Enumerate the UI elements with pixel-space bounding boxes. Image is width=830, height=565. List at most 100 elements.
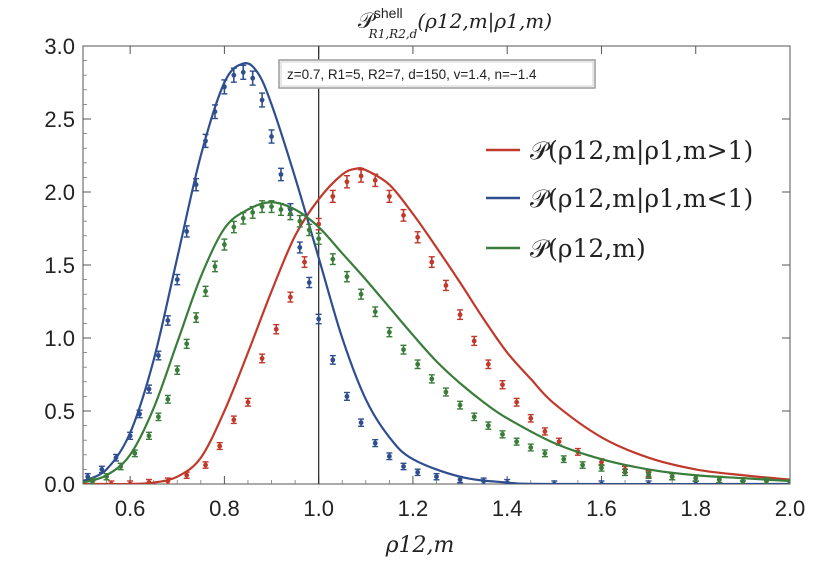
data-marker	[429, 376, 435, 382]
legend-item-0: 𝒫(ρ12,m|ρ1,m>1)	[486, 136, 753, 166]
title-superscript: shell	[374, 5, 403, 21]
series-1-data-point	[84, 472, 91, 481]
series-0-data-point	[499, 380, 506, 390]
data-marker	[401, 212, 406, 218]
series-1-data-point	[480, 477, 487, 484]
series-0-data-point	[108, 480, 115, 484]
data-marker	[528, 415, 534, 421]
series-0-data-point	[164, 477, 171, 484]
data-marker	[358, 420, 364, 426]
series-0	[83, 166, 790, 484]
data-marker	[344, 274, 350, 280]
series-0-data-point	[127, 480, 134, 484]
data-marker	[316, 316, 322, 322]
x-tick-label: 1.6	[586, 496, 617, 521]
y-tick-label: 1.0	[44, 326, 75, 351]
y-tick-label: 2.5	[44, 107, 75, 132]
series-2-data-point	[622, 468, 629, 477]
data-marker	[156, 353, 161, 358]
series-0-data-point	[329, 189, 336, 204]
series-2-data-point	[193, 312, 200, 323]
series-1-fit-curve	[83, 62, 790, 484]
chart-title: 𝒫shell R1,R2,d(ρ12,m|ρ1,m)	[358, 5, 552, 41]
data-marker	[344, 179, 350, 185]
series-2-data-point	[287, 207, 294, 221]
series-2-data-point	[386, 326, 393, 338]
data-marker	[297, 218, 303, 224]
annotation-text: z=0.7, R1=5, R2=7, d=150, v=1.4, n=−1.4	[287, 67, 537, 82]
data-marker	[302, 259, 307, 265]
series-1-data-point	[183, 225, 190, 238]
series-1-data-point	[551, 480, 558, 484]
data-marker	[457, 477, 463, 483]
series-0-data-point	[230, 415, 237, 425]
series-2-data-point	[249, 205, 256, 219]
series-1-data-point	[433, 472, 440, 481]
legend-item-2: 𝒫(ρ12,m)	[486, 234, 646, 263]
data-marker	[386, 453, 392, 459]
series-1-data-point	[221, 79, 228, 95]
data-marker	[740, 478, 746, 484]
data-marker	[443, 283, 449, 288]
data-marker	[386, 329, 392, 335]
data-marker	[146, 433, 152, 439]
series-2-fit-curve	[83, 201, 790, 484]
data-marker	[485, 361, 491, 367]
data-marker	[269, 204, 274, 210]
series-group	[83, 62, 790, 484]
series-1-data-point	[240, 64, 247, 80]
data-marker	[127, 433, 133, 439]
series-1-data-point	[127, 431, 134, 441]
data-marker	[429, 259, 435, 265]
series-0-data-point	[372, 173, 379, 188]
data-marker	[231, 417, 237, 423]
data-marker	[372, 177, 378, 183]
series-2-data-point	[513, 437, 520, 446]
data-marker	[146, 480, 152, 484]
data-marker	[104, 474, 109, 480]
data-marker	[471, 414, 477, 420]
series-1-data-point	[343, 391, 350, 401]
series-1-data-point	[202, 133, 209, 149]
series-1-data-point	[164, 315, 171, 326]
x-tick-label: 0.8	[209, 496, 240, 521]
series-1-data-point	[277, 167, 284, 182]
legend: 𝒫(ρ12,m|ρ1,m>1) 𝒫(ρ12,m|ρ1,m<1) 𝒫(ρ12,m)	[486, 136, 753, 263]
series-1-data-point	[645, 480, 652, 484]
data-marker	[99, 467, 105, 472]
data-marker	[358, 291, 364, 297]
series-0-data-point	[202, 461, 209, 469]
data-marker	[287, 211, 293, 217]
series-2-data-point	[306, 223, 313, 237]
series-1-data-point	[598, 480, 605, 484]
series-2-data-point	[155, 412, 162, 422]
data-marker	[542, 429, 548, 434]
data-marker	[240, 69, 246, 75]
title-subscript: R1,R2,d	[368, 27, 418, 41]
data-marker	[174, 367, 180, 373]
data-marker	[85, 474, 91, 480]
data-marker	[471, 338, 477, 344]
series-2-data-point	[560, 455, 567, 464]
series-1-data-point	[504, 478, 511, 484]
legend-label: 𝒫(ρ12,m|ρ1,m>1)	[530, 136, 753, 166]
data-marker	[90, 478, 95, 484]
series-1-data-point	[457, 475, 464, 484]
data-marker	[287, 294, 293, 300]
data-marker	[330, 193, 336, 199]
data-marker	[504, 480, 510, 484]
data-marker	[514, 399, 520, 405]
series-2-data-point	[372, 306, 379, 318]
series-1-data-point	[112, 453, 119, 462]
series-2	[83, 200, 790, 484]
series-2-data-point	[598, 464, 605, 472]
y-tick-label: 3.0	[44, 34, 75, 59]
data-marker	[669, 474, 675, 480]
legend-item-1: 𝒫(ρ12,m|ρ1,m<1)	[486, 184, 753, 214]
series-1-data-point	[230, 67, 237, 83]
legend-label: 𝒫(ρ12,m)	[530, 234, 646, 263]
series-2-data-point	[240, 211, 247, 225]
series-2-data-point	[645, 471, 652, 480]
